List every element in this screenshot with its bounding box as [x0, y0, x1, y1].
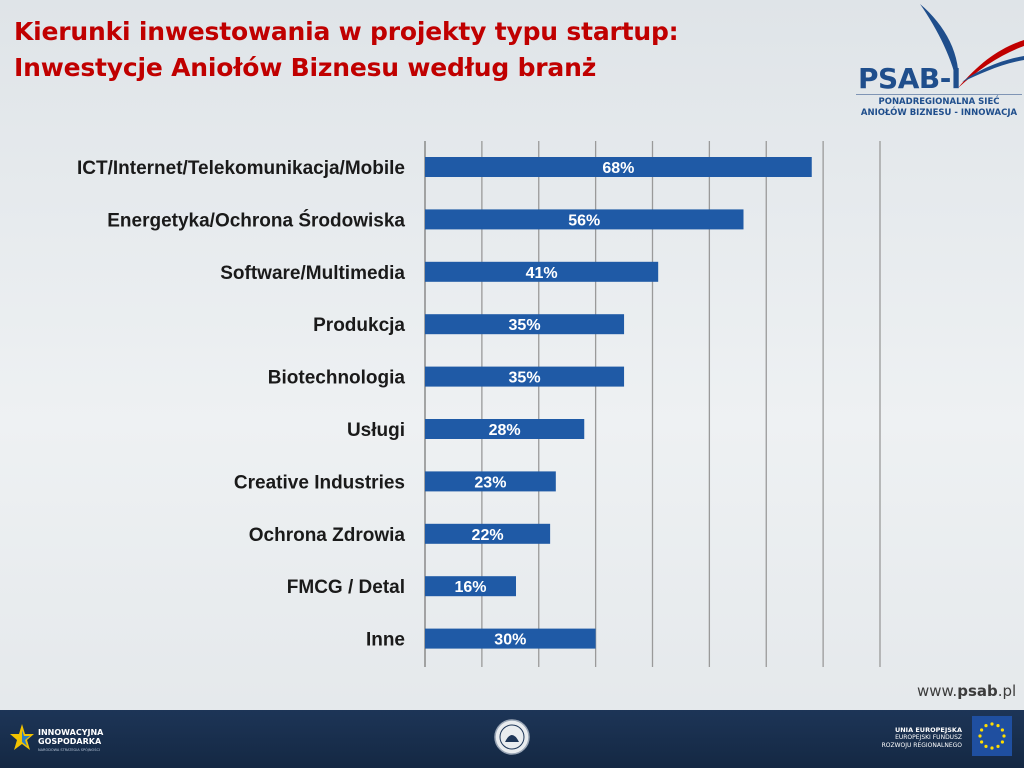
logo-divider [856, 94, 1022, 95]
logo-subtitle-line-1: PONADREGIONALNA SIEĆ [878, 97, 1000, 107]
title-line-2: Inwestycje Aniołów Biznesu według branż [14, 53, 597, 82]
emblem-icon [494, 719, 530, 755]
bar [425, 261, 659, 282]
bar [425, 471, 556, 492]
category-label: Inne [366, 630, 405, 651]
footer-bar: INNOWACYJNA GOSPODARKA NARODOWA STRATEGI… [0, 710, 1024, 768]
footer-eu-text: UNIA EUROPEJSKA EUROPEJSKI FUNDUSZ ROZWO… [862, 726, 962, 750]
slide-title: Kierunki inwestowania w projekty typu st… [14, 14, 679, 86]
website-suffix: .pl [997, 682, 1017, 700]
psab-logo-swoosh-icon [920, 4, 1024, 88]
category-label: Creative Industries [234, 472, 405, 493]
innovation-logo-icon [10, 724, 34, 750]
footer-right-line-3: ROZWOJU REGIONALNEGO [881, 742, 962, 749]
category-label: Energetyka/Ochrona Środowiska [107, 209, 405, 231]
data-label: 16% [454, 579, 486, 596]
website-domain: psab [957, 682, 998, 700]
data-label: 41% [526, 265, 558, 282]
data-label: 35% [509, 317, 541, 334]
category-label: Biotechnologia [268, 368, 406, 389]
category-label: Usługi [347, 420, 405, 441]
logo-subtitle-line-2: ANIOŁÓW BIZNESU - INNOWACJA [860, 108, 1018, 118]
category-label: FMCG / Detal [287, 577, 405, 598]
title-line-1: Kierunki inwestowania w projekty typu st… [14, 17, 679, 46]
data-label: 30% [494, 632, 526, 649]
category-label: Software/Multimedia [220, 263, 405, 284]
bar [425, 314, 625, 335]
logo-name: PSAB-I [858, 62, 961, 95]
data-label: 28% [489, 422, 521, 439]
data-label: 23% [474, 474, 506, 491]
bar [425, 419, 585, 439]
bar [425, 209, 744, 230]
bar [425, 157, 812, 177]
footer-right-line-1: UNIA EUROPEJSKA [894, 726, 962, 734]
bar-chart: ICT/Internet/Telekomunikacja/Mobile 68% En… [77, 141, 881, 667]
category-label: Ochrona Zdrowia [249, 525, 406, 546]
bar [425, 576, 516, 597]
data-label: 68% [602, 160, 634, 177]
eu-flag-icon [972, 716, 1012, 756]
bar [425, 366, 625, 387]
logo-subtitle: PONADREGIONALNA SIEĆ ANIOŁÓW BIZNESU - I… [854, 97, 1024, 119]
website-prefix: www. [917, 682, 958, 700]
footer-program-name: INNOWACYJNA GOSPODARKA NARODOWA STRATEGI… [38, 728, 103, 755]
footer-left-line-1: INNOWACYJNA [38, 728, 104, 737]
data-label: 35% [509, 370, 541, 387]
website-url[interactable]: www.psab.pl [917, 682, 1016, 700]
data-label: 22% [472, 527, 504, 544]
bar [425, 523, 551, 544]
footer-left-line-3: NARODOWA STRATEGIA SPÓJNOŚCI [38, 748, 100, 752]
footer-left-line-2: GOSPODARKA [38, 737, 102, 746]
category-label: Produkcja [313, 315, 405, 336]
footer-right-line-2: EUROPEJSKI FUNDUSZ [895, 734, 962, 741]
bar [425, 628, 596, 649]
category-label: ICT/Internet/Telekomunikacja/Mobile [77, 158, 405, 179]
data-label: 56% [568, 212, 600, 229]
